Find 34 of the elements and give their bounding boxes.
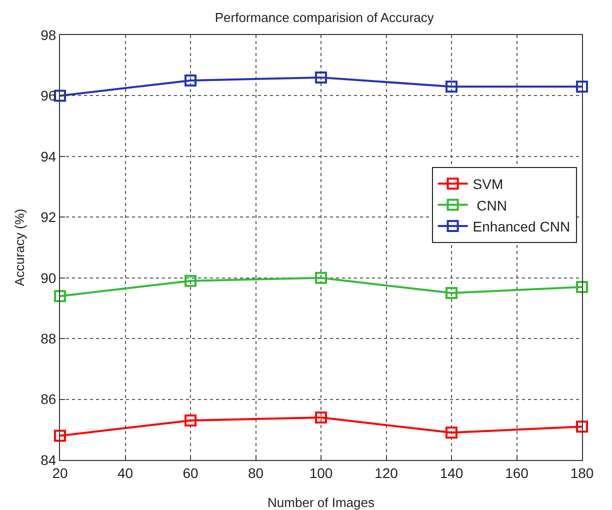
point	[446, 287, 458, 300]
x-tick-label: 100	[309, 464, 333, 481]
legend-label: SVM	[472, 176, 504, 192]
point	[184, 274, 196, 287]
point	[576, 280, 588, 293]
point	[576, 80, 588, 93]
x-tick-label: 80	[248, 464, 264, 481]
legend-label: Enhanced CNN	[472, 218, 570, 234]
legend-label: CNN	[472, 197, 508, 214]
x-tick-label: 140	[440, 464, 464, 481]
x-tick-label: 180	[570, 464, 594, 481]
point	[576, 420, 588, 433]
chart-title: Performance comparision of Accuracy	[214, 10, 434, 25]
point	[54, 430, 66, 442]
y-tick-label: 90	[40, 270, 56, 286]
x-tick-label: 40	[117, 464, 134, 481]
x-axis-title: Number of Images	[268, 495, 375, 510]
point	[184, 74, 196, 87]
point	[446, 426, 458, 439]
point	[54, 290, 66, 302]
x-tick-label: 120	[374, 464, 398, 481]
y-tick-label: 86	[40, 391, 56, 408]
y-tick-label: 88	[40, 330, 56, 346]
x-tick-label: 60	[182, 464, 198, 481]
point	[184, 414, 196, 427]
point	[315, 272, 327, 284]
y-tick-label: 98	[40, 26, 56, 43]
y-tick-label: 94	[40, 148, 56, 164]
point	[446, 80, 458, 93]
y-axis-title: Accuracy (%)	[12, 208, 27, 286]
y-tick-label: 92	[40, 209, 56, 226]
point	[315, 72, 327, 84]
point	[315, 412, 327, 424]
x-tick-label: 160	[505, 464, 529, 481]
